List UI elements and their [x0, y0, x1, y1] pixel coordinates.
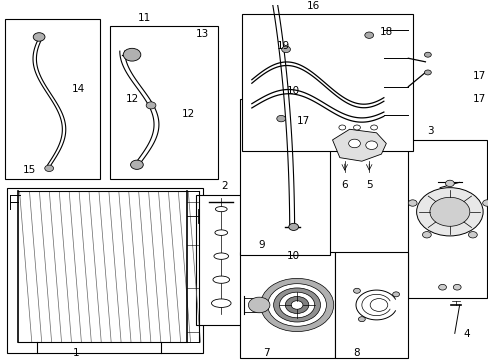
- Circle shape: [429, 197, 469, 226]
- Ellipse shape: [211, 299, 231, 307]
- Text: 14: 14: [71, 84, 85, 94]
- Circle shape: [452, 284, 460, 290]
- Ellipse shape: [213, 276, 229, 283]
- Circle shape: [33, 33, 45, 41]
- Circle shape: [273, 288, 320, 322]
- Text: 13: 13: [196, 29, 209, 39]
- Bar: [195, 195, 246, 324]
- Text: 10: 10: [286, 251, 299, 261]
- Circle shape: [146, 102, 156, 109]
- Bar: [239, 252, 334, 358]
- Text: 16: 16: [305, 1, 319, 12]
- Circle shape: [353, 288, 360, 293]
- Circle shape: [407, 200, 416, 206]
- Circle shape: [392, 292, 399, 297]
- Circle shape: [285, 296, 308, 314]
- Circle shape: [353, 125, 360, 130]
- Circle shape: [424, 52, 430, 57]
- Circle shape: [260, 278, 333, 332]
- Circle shape: [364, 32, 373, 39]
- Circle shape: [438, 284, 446, 290]
- Bar: [110, 26, 217, 179]
- Circle shape: [130, 160, 143, 169]
- Circle shape: [45, 165, 54, 171]
- Ellipse shape: [214, 253, 228, 259]
- Circle shape: [288, 223, 298, 230]
- Text: 4: 4: [463, 329, 469, 339]
- Bar: [7, 188, 203, 353]
- Text: 19: 19: [276, 41, 290, 51]
- Text: 2: 2: [221, 181, 228, 192]
- Circle shape: [482, 200, 488, 206]
- Circle shape: [281, 46, 290, 53]
- Text: 8: 8: [353, 348, 360, 358]
- Circle shape: [248, 297, 269, 313]
- Text: 11: 11: [137, 13, 151, 23]
- Text: 12: 12: [125, 94, 139, 104]
- Circle shape: [422, 231, 430, 238]
- Circle shape: [416, 188, 482, 236]
- Circle shape: [424, 70, 430, 75]
- Circle shape: [370, 125, 377, 130]
- Text: 6: 6: [341, 180, 347, 190]
- Circle shape: [365, 141, 377, 149]
- Text: 15: 15: [22, 165, 36, 175]
- Ellipse shape: [215, 207, 226, 212]
- Text: 9: 9: [258, 240, 264, 250]
- Text: 12: 12: [181, 109, 195, 118]
- Circle shape: [445, 180, 453, 186]
- Text: 17: 17: [471, 71, 485, 81]
- Circle shape: [338, 125, 345, 130]
- Circle shape: [123, 48, 141, 61]
- Bar: [239, 99, 329, 255]
- Text: 7: 7: [263, 348, 269, 358]
- Circle shape: [276, 116, 285, 122]
- Text: 10: 10: [286, 86, 299, 95]
- Ellipse shape: [214, 230, 227, 235]
- Text: 17: 17: [296, 116, 309, 126]
- Text: 3: 3: [426, 126, 433, 136]
- Text: 17: 17: [471, 94, 485, 104]
- Bar: [5, 19, 100, 179]
- Text: 5: 5: [365, 180, 372, 190]
- Bar: [407, 140, 486, 298]
- Text: 1: 1: [72, 348, 79, 358]
- Circle shape: [291, 301, 303, 309]
- Circle shape: [267, 284, 326, 326]
- Circle shape: [358, 317, 365, 322]
- Circle shape: [348, 139, 360, 148]
- Bar: [334, 252, 407, 358]
- Bar: [242, 14, 412, 150]
- Circle shape: [279, 292, 314, 318]
- Circle shape: [369, 298, 387, 311]
- Circle shape: [468, 231, 476, 238]
- Polygon shape: [332, 129, 386, 161]
- Text: 18: 18: [379, 27, 392, 37]
